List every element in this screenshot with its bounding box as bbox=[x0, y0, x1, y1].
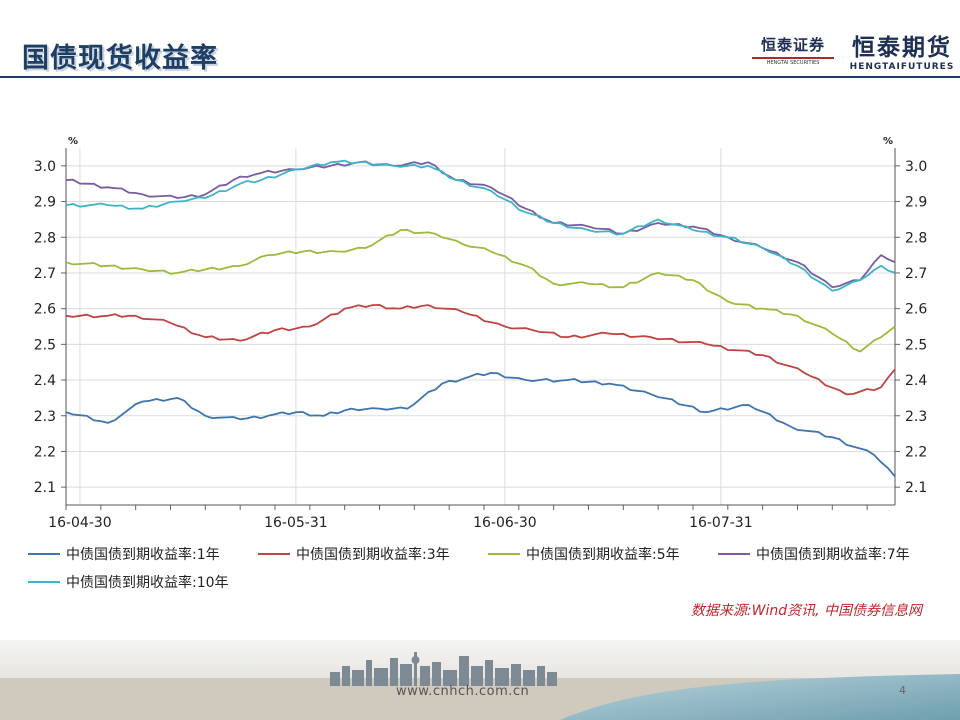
x-tick-label: 16-05-31 bbox=[264, 515, 328, 531]
y-tick-label-left: 2.6 bbox=[34, 302, 56, 318]
y-tick-label-right: 3.0 bbox=[905, 159, 927, 175]
y-tick-label-right: 2.3 bbox=[905, 409, 927, 425]
yield-line-chart: 2.1 2.1 2.2 2.2 2.3 2.3 2.4 2.4 2.5 2.5 2.6 2.6 2.7 2… bbox=[34, 136, 928, 531]
legend-item: 中债国债到期收益率:3年 bbox=[258, 544, 450, 564]
legend-swatch bbox=[488, 553, 520, 555]
hengtai-securities-logo: 恒泰证券 HENGTAI SECURITIES bbox=[752, 34, 834, 68]
x-tick-label: 16-06-30 bbox=[473, 515, 537, 531]
footer-skyline-banner bbox=[0, 640, 960, 720]
series-line-0 bbox=[65, 372, 896, 477]
chart-series bbox=[65, 159, 896, 477]
page-number: 4 bbox=[899, 684, 906, 697]
x-tick-label: 16-04-30 bbox=[48, 515, 112, 531]
legend-swatch bbox=[28, 581, 60, 583]
series-line-3 bbox=[65, 160, 896, 289]
legend-label: 中债国债到期收益率:3年 bbox=[296, 547, 450, 563]
y-tick-label-left: 2.4 bbox=[34, 373, 56, 389]
series-line-4 bbox=[65, 159, 896, 292]
series-line-2 bbox=[65, 228, 896, 353]
legend-swatch bbox=[258, 553, 290, 555]
y-axis-unit-left: % bbox=[68, 136, 78, 147]
legend-label: 中债国债到期收益率:5年 bbox=[526, 547, 680, 563]
y-tick-label-right: 2.7 bbox=[905, 266, 927, 282]
legend-label: 中债国债到期收益率:1年 bbox=[66, 547, 220, 563]
logo-right-cn: 恒泰期货 bbox=[852, 35, 952, 61]
x-tick-label: 16-07-31 bbox=[689, 515, 753, 531]
y-tick-label-right: 2.9 bbox=[905, 195, 927, 211]
y-tick-label-left: 2.2 bbox=[34, 444, 56, 460]
y-tick-label-left: 2.5 bbox=[34, 337, 56, 353]
legend-swatch bbox=[718, 553, 750, 555]
logo-right-en: HENGTAIFUTURES bbox=[849, 62, 955, 72]
legend-item: 中债国债到期收益率:10年 bbox=[28, 572, 229, 592]
series-line-1 bbox=[65, 304, 896, 396]
y-tick-label-right: 2.2 bbox=[905, 444, 927, 460]
legend-item: 中债国债到期收益率:1年 bbox=[28, 544, 220, 564]
y-axis-unit-right: % bbox=[883, 136, 893, 147]
website-url[interactable]: www.cnhch.com.cn bbox=[396, 684, 530, 699]
legend-item: 中债国债到期收益率:7年 bbox=[718, 544, 910, 564]
legend-swatch bbox=[28, 553, 60, 555]
y-tick-label-right: 2.5 bbox=[905, 337, 927, 353]
legend-label: 中债国债到期收益率:7年 bbox=[756, 547, 910, 563]
y-tick-label-right: 2.6 bbox=[905, 302, 927, 318]
chart-labels: 2.1 2.1 2.2 2.2 2.3 2.3 2.4 2.4 2.5 2.5 2.6 2.6 2.7 2… bbox=[34, 136, 928, 531]
hengtai-futures-logo: 恒泰期货 HENGTAIFUTURES bbox=[846, 28, 958, 72]
y-tick-label-left: 2.9 bbox=[34, 195, 56, 211]
y-tick-label-left: 2.7 bbox=[34, 266, 56, 282]
data-source-note: 数据来源:Wind资讯, 中国债券信息网 bbox=[690, 603, 922, 619]
y-tick-label-left: 2.3 bbox=[34, 409, 56, 425]
y-tick-label-right: 2.4 bbox=[905, 373, 927, 389]
logo-left-en: HENGTAI SECURITIES bbox=[752, 57, 834, 66]
y-tick-label-left: 2.8 bbox=[34, 230, 56, 246]
legend-item: 中债国债到期收益率:5年 bbox=[488, 544, 680, 564]
legend-label: 中债国债到期收益率:10年 bbox=[66, 575, 229, 591]
header-divider bbox=[0, 76, 960, 78]
y-tick-label-right: 2.8 bbox=[905, 230, 927, 246]
y-tick-label-right: 2.1 bbox=[905, 480, 927, 496]
y-tick-label-left: 2.1 bbox=[34, 480, 56, 496]
chart-grid bbox=[66, 148, 895, 505]
page-title: 国债现货收益率 bbox=[22, 43, 218, 74]
logo-left-cn: 恒泰证券 bbox=[760, 36, 825, 54]
y-tick-label-left: 3.0 bbox=[34, 159, 56, 175]
